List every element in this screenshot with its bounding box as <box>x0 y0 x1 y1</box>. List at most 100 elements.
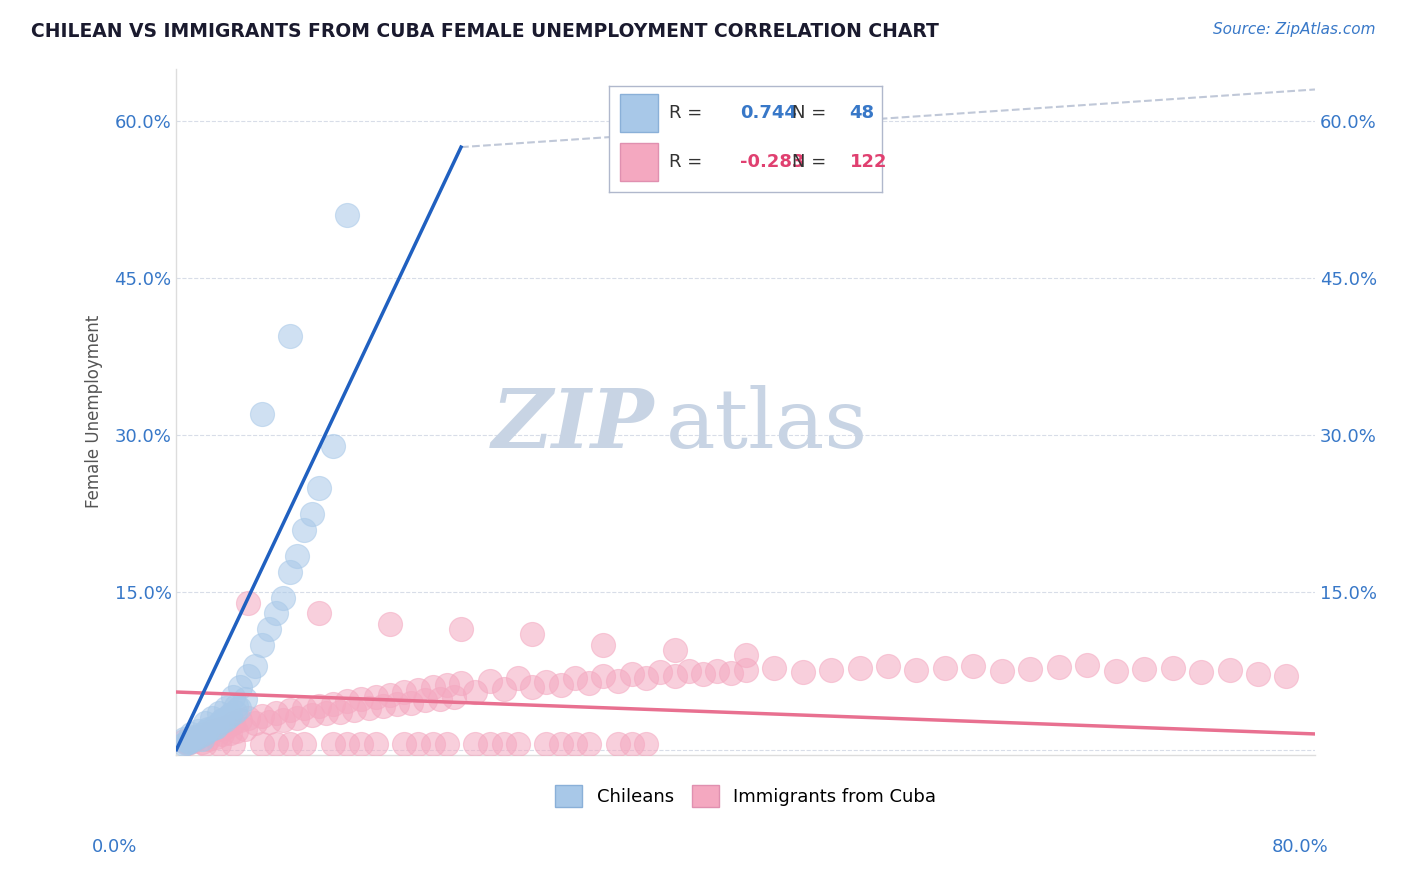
Point <box>450 675 472 690</box>
Point <box>243 716 266 731</box>
Point <box>336 694 359 708</box>
Point <box>1275 669 1298 683</box>
Point <box>183 730 205 744</box>
Point <box>301 507 323 521</box>
Point <box>250 638 273 652</box>
Point <box>194 727 217 741</box>
Point <box>350 738 373 752</box>
Point <box>720 666 742 681</box>
Point <box>429 692 451 706</box>
Point <box>1047 660 1070 674</box>
Point <box>179 735 201 749</box>
Point <box>173 734 195 748</box>
Point <box>550 738 572 752</box>
Point <box>193 727 215 741</box>
Point <box>592 638 614 652</box>
Point <box>200 722 222 736</box>
Point <box>606 673 628 688</box>
Point <box>592 669 614 683</box>
Point <box>620 738 643 752</box>
Point <box>219 726 242 740</box>
Point <box>522 627 544 641</box>
Point <box>285 549 308 563</box>
Point <box>422 738 444 752</box>
Point <box>443 690 465 705</box>
Point <box>194 738 217 752</box>
Point <box>378 688 401 702</box>
Point <box>578 675 600 690</box>
Point <box>1105 664 1128 678</box>
Point <box>257 715 280 730</box>
Point <box>564 738 586 752</box>
Point <box>264 607 287 621</box>
Point <box>343 703 366 717</box>
Point <box>478 673 501 688</box>
Point <box>308 607 330 621</box>
Text: CHILEAN VS IMMIGRANTS FROM CUBA FEMALE UNEMPLOYMENT CORRELATION CHART: CHILEAN VS IMMIGRANTS FROM CUBA FEMALE U… <box>31 22 939 41</box>
Point <box>271 714 294 728</box>
Point <box>706 664 728 678</box>
Point <box>478 738 501 752</box>
Point <box>222 690 245 705</box>
Point <box>315 706 337 720</box>
Point <box>228 700 250 714</box>
Point <box>1189 665 1212 679</box>
Point <box>792 665 814 679</box>
Point <box>201 711 224 725</box>
Point <box>620 667 643 681</box>
Point <box>848 661 870 675</box>
Point <box>934 661 956 675</box>
Point <box>214 714 236 728</box>
Point <box>506 738 529 752</box>
Point <box>204 720 226 734</box>
Point <box>492 681 515 696</box>
Point <box>877 658 900 673</box>
Point <box>734 663 756 677</box>
Point <box>201 723 224 738</box>
Point <box>991 664 1014 678</box>
Point <box>208 706 231 720</box>
Point <box>664 669 686 683</box>
Point <box>278 703 301 717</box>
Point <box>219 708 242 723</box>
Point <box>522 680 544 694</box>
Point <box>224 705 246 719</box>
Text: 0.0%: 0.0% <box>91 838 136 855</box>
Point <box>578 738 600 752</box>
Point <box>197 722 219 736</box>
Point <box>329 705 352 719</box>
Point <box>294 700 316 714</box>
Point <box>650 665 672 679</box>
Point <box>188 729 211 743</box>
Point <box>350 692 373 706</box>
Point <box>1161 661 1184 675</box>
Point <box>464 738 486 752</box>
Point <box>195 724 218 739</box>
Point <box>1247 667 1270 681</box>
Text: ZIP: ZIP <box>492 385 655 466</box>
Point <box>233 692 256 706</box>
Point <box>215 720 238 734</box>
Point <box>191 735 214 749</box>
Point <box>205 730 228 744</box>
Point <box>322 738 344 752</box>
Point <box>436 678 458 692</box>
Point <box>208 738 231 752</box>
Text: Source: ZipAtlas.com: Source: ZipAtlas.com <box>1212 22 1375 37</box>
Point <box>464 685 486 699</box>
Point <box>399 696 422 710</box>
Point <box>176 736 198 750</box>
Point <box>301 708 323 723</box>
Point <box>181 733 204 747</box>
Point <box>606 738 628 752</box>
Point <box>1019 662 1042 676</box>
Point <box>271 591 294 605</box>
Point <box>415 693 437 707</box>
Point <box>173 732 195 747</box>
Point <box>173 738 195 752</box>
Point <box>250 738 273 752</box>
Point <box>294 738 316 752</box>
Point <box>357 700 380 714</box>
Point <box>225 723 247 738</box>
Point <box>264 706 287 720</box>
